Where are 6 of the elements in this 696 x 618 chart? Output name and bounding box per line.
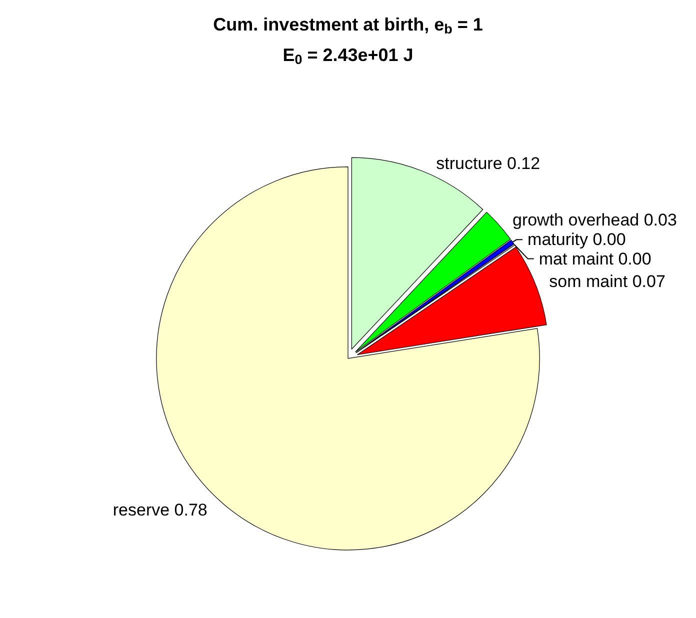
slice-label: reserve 0.78 (112, 500, 208, 520)
slice-label: maturity 0.00 (528, 230, 626, 250)
slice-label: structure 0.12 (436, 154, 540, 174)
slice-label: mat maint 0.00 (538, 249, 652, 268)
slice-label: som maint 0.07 (549, 272, 666, 291)
slice-label: growth overhead 0.03 (512, 210, 677, 230)
